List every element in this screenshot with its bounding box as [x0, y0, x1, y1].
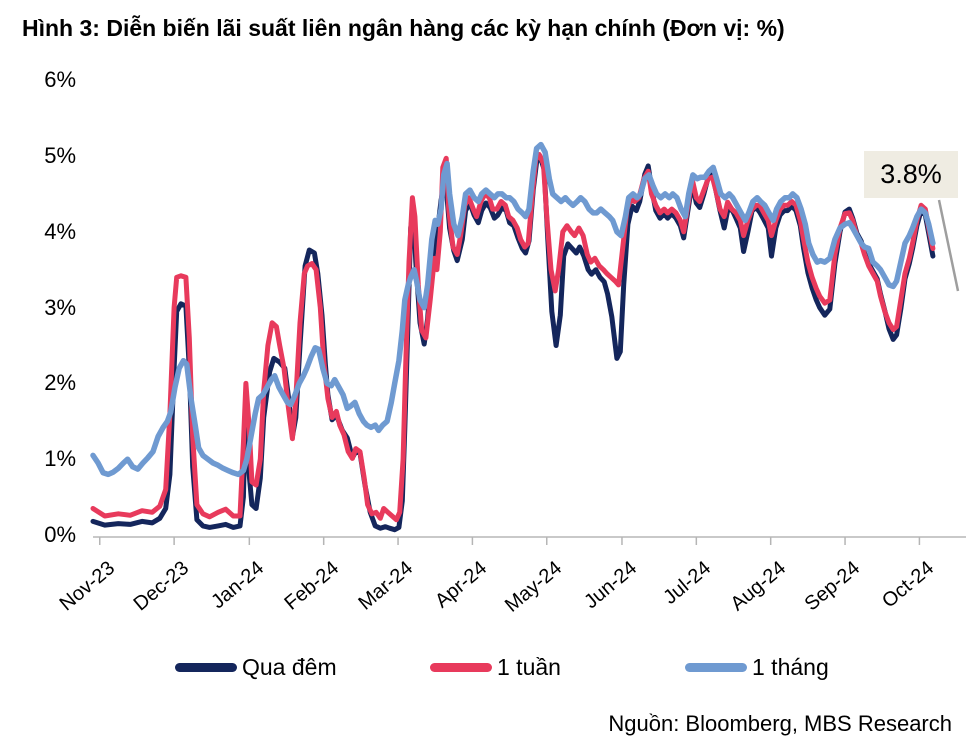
y-tick-label: 5%: [44, 143, 76, 168]
source-note: Nguồn: Bloomberg, MBS Research: [608, 711, 952, 736]
y-tick-label: 0%: [44, 522, 76, 547]
legend-label: 1 tuần: [497, 653, 561, 680]
callout-leader-line: [937, 199, 960, 292]
legend-item: 1 tuần: [430, 651, 561, 683]
series-line-3: [90, 141, 936, 478]
y-tick-label: 3%: [44, 294, 76, 320]
legend-swatch-icon: [685, 662, 747, 672]
legend-item: Qua đêm: [175, 651, 337, 683]
chart-legend: Qua đêm 1 tuần 1 tháng: [0, 651, 978, 685]
y-tick-label: 4%: [44, 218, 76, 244]
y-tick-label: 1%: [44, 446, 76, 472]
chart-title: Hình 3: Diễn biến lãi suất liên ngân hàn…: [22, 15, 785, 41]
last-value-label: 3.8%: [880, 159, 942, 189]
legend-swatch-icon: [175, 662, 237, 672]
last-value-callout: 3.8%: [864, 151, 958, 198]
y-tick-label: 2%: [44, 370, 76, 396]
series-line-1: [90, 153, 936, 533]
legend-label: Qua đêm: [242, 653, 337, 680]
legend-label: 1 tháng: [752, 653, 829, 680]
legend-item: 1 tháng: [685, 651, 829, 683]
legend-swatch-icon: [430, 662, 492, 672]
y-tick-label: 6%: [44, 67, 76, 93]
